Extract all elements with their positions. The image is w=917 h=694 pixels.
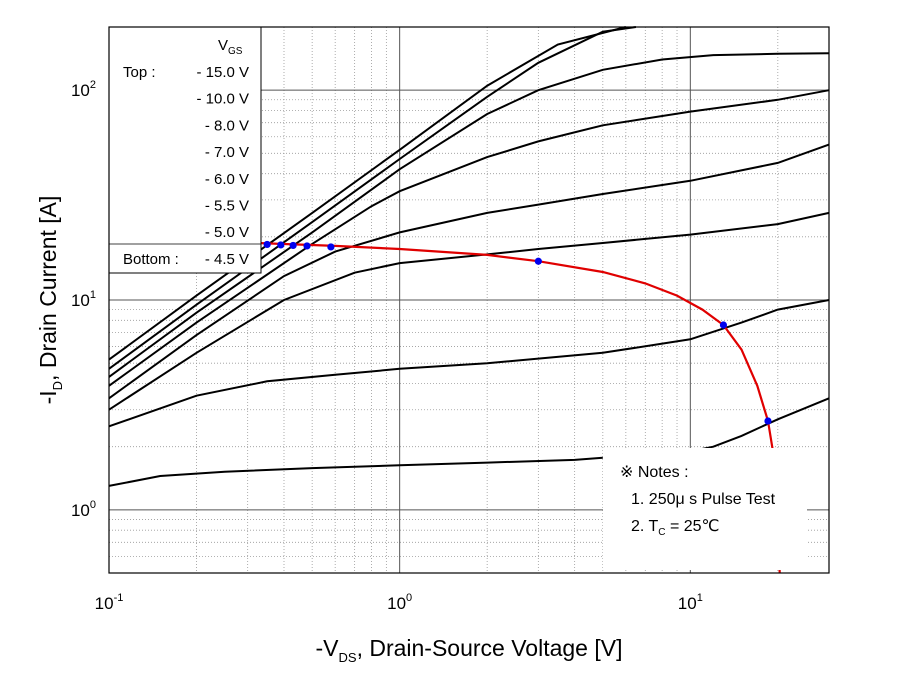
y-tick-base: 10 [71, 81, 90, 100]
boundary-markers [263, 240, 772, 425]
y-tick-exp: 2 [90, 79, 96, 91]
y-tick-exp: 1 [90, 289, 96, 301]
legend-entries: - 15.0 V - 10.0 V - 8.0 V - 7.0 V - 6.0 V - 5… [109, 64, 261, 268]
boundary-marker [719, 321, 728, 329]
y-tick-label: 100 [71, 499, 96, 520]
curve-vgs-15 [108, 26, 627, 361]
y-tick-label: 101 [71, 289, 96, 310]
legend-header-sub: GS [228, 46, 243, 57]
curve-vgs-10 [108, 26, 637, 370]
legend-entry: - 5.0 V [205, 224, 249, 241]
y-axis-label-rest: , Drain Current [A] [35, 196, 61, 381]
y-tick-base: 10 [71, 291, 90, 310]
y-tick-exp: 0 [90, 499, 96, 511]
notes-line2-pre: 2. T [631, 518, 659, 535]
x-axis-label-rest: , Drain-Source Voltage [V] [357, 635, 623, 661]
x-tick-labels: 10-1 100 101 [95, 592, 703, 613]
x-tick-exp: -1 [114, 592, 124, 604]
boundary-marker [303, 242, 311, 250]
notes: ※ Notes : 1. 250μ s Pulse Test 2. TC = 2… [603, 448, 807, 570]
curve-vgs-4-5-b [676, 397, 830, 455]
boundary-marker [534, 257, 542, 265]
notes-line2-sub: C [658, 527, 665, 538]
legend-bottom-label: Bottom : [123, 251, 179, 268]
notes-title: ※ Notes : [620, 464, 689, 481]
y-axis-label-sub: D [50, 381, 65, 390]
legend-header: VGS [218, 37, 243, 57]
legend-entry: - 7.0 V [205, 144, 249, 161]
x-tick-label: 10-1 [95, 592, 124, 613]
y-axis-label: -ID, Drain Current [A] [35, 196, 65, 405]
boundary-marker [327, 243, 335, 251]
curve-vgs-6 [108, 143, 830, 400]
x-axis-label-main: -V [316, 635, 340, 661]
curve-vgs-8 [108, 52, 830, 378]
legend-entry: - 6.0 V [205, 171, 249, 188]
notes-box [603, 448, 807, 570]
x-tick-exp: 0 [406, 592, 412, 604]
boundary-marker [277, 241, 285, 249]
notes-line2: 2. TC = 25℃ [631, 518, 720, 538]
notes-line2-post: = 25℃ [666, 518, 720, 535]
boundary-curve [108, 235, 781, 574]
plot-frame [108, 26, 830, 574]
y-tick-label: 102 [71, 79, 96, 100]
legend-header-main: V [218, 37, 228, 54]
y-axis-label-main: -I [35, 390, 61, 404]
legend-box [108, 26, 262, 274]
x-tick-base: 10 [95, 594, 114, 613]
curve-vgs-7 [108, 89, 830, 387]
boundary-marker [764, 417, 772, 425]
boundary-marker [289, 241, 297, 250]
legend: VGS Top : Bottom : - 15.0 V - 10.0 V - 8.0… [108, 26, 262, 274]
x-tick-label: 101 [678, 592, 703, 613]
y-tick-base: 10 [71, 501, 90, 520]
x-axis-label-sub: DS [339, 650, 357, 665]
x-tick-exp: 1 [697, 592, 703, 604]
notes-line1: 1. 250μ s Pulse Test [631, 491, 776, 508]
legend-entry: - 5.5 V [205, 198, 249, 215]
legend-entry: - 4.5 V [205, 251, 249, 268]
legend-top-label: Top : [123, 64, 156, 81]
legend-entry: - 8.0 V [205, 117, 249, 134]
boundary-line [108, 235, 781, 574]
x-axis-label: -VDS, Drain-Source Voltage [V] [316, 635, 623, 665]
legend-entry: - 10.0 V [196, 91, 249, 108]
x-tick-label: 100 [387, 592, 412, 613]
x-tick-base: 10 [387, 594, 406, 613]
legend-entry: - 15.0 V [196, 64, 249, 81]
curve-vgs-4-5 [108, 456, 603, 487]
x-tick-base: 10 [678, 594, 697, 613]
curve-vgs-5 [108, 299, 830, 428]
curves [108, 26, 830, 487]
boundary-marker [263, 240, 271, 249]
